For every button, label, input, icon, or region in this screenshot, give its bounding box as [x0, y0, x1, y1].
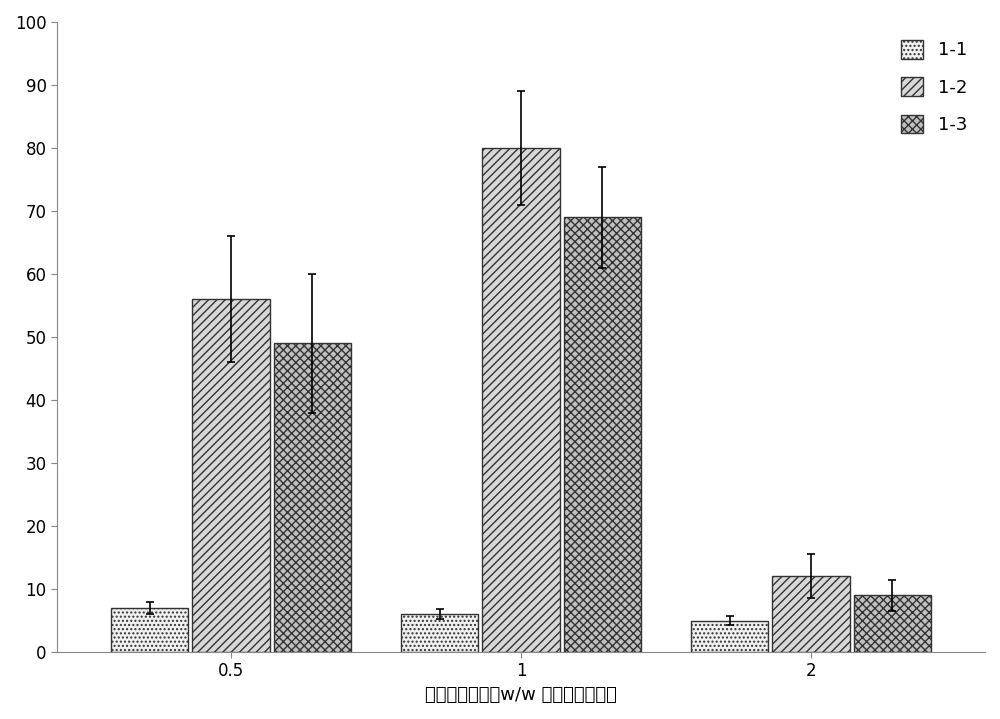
Bar [772, 577, 850, 652]
Bar [691, 620, 768, 652]
Bar [401, 614, 478, 652]
Bar [854, 595, 931, 652]
Bar [192, 299, 270, 652]
Legend: 1-1, 1-2, 1-3: 1-1, 1-2, 1-3 [892, 31, 976, 143]
Bar [274, 343, 351, 652]
Bar [111, 608, 188, 652]
Bar [564, 217, 641, 652]
X-axis label: 氢氧化鑰浓度％w/w （％豆粕质量）: 氢氧化鑰浓度％w/w （％豆粕质量） [425, 686, 617, 704]
Bar [482, 148, 560, 652]
